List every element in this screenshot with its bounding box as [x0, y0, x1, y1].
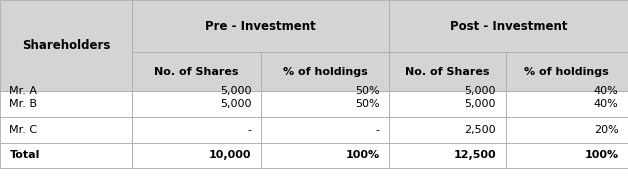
Text: 2,500: 2,500 [465, 125, 496, 135]
Bar [389, 0, 628, 52]
Text: Mr. B: Mr. B [9, 99, 38, 109]
Bar [389, 91, 506, 117]
Text: Total: Total [9, 150, 40, 160]
Bar [132, 0, 389, 52]
Text: 5,000: 5,000 [465, 99, 496, 109]
Bar [506, 52, 628, 91]
Bar [506, 117, 628, 143]
Bar [0, 91, 132, 117]
Text: -: - [376, 125, 380, 135]
Bar [132, 91, 261, 117]
Bar [389, 143, 506, 168]
Text: 100%: 100% [585, 150, 619, 160]
Bar [261, 52, 389, 91]
Text: No. of Shares: No. of Shares [154, 67, 239, 77]
Text: Mr. C: Mr. C [9, 125, 38, 135]
Bar [132, 143, 261, 168]
Text: Pre - Investment: Pre - Investment [205, 20, 316, 33]
Bar [389, 117, 506, 143]
Text: 50%: 50% [355, 86, 380, 96]
Text: % of holdings: % of holdings [524, 67, 609, 77]
Bar [506, 143, 628, 168]
Bar [132, 52, 261, 91]
Bar [261, 91, 389, 117]
Bar [0, 0, 132, 91]
Bar [0, 143, 132, 168]
Text: Mr. A: Mr. A [9, 86, 38, 96]
Text: Post - Investment: Post - Investment [450, 20, 568, 33]
Bar [389, 52, 506, 91]
Text: 5,000: 5,000 [220, 86, 251, 96]
Text: 100%: 100% [346, 150, 380, 160]
Text: 5,000: 5,000 [220, 99, 251, 109]
Bar [506, 91, 628, 117]
Text: % of holdings: % of holdings [283, 67, 367, 77]
Bar [261, 143, 389, 168]
Bar [0, 117, 132, 143]
Text: 5,000: 5,000 [465, 86, 496, 96]
Bar [132, 117, 261, 143]
Text: 40%: 40% [594, 86, 619, 96]
Text: 20%: 20% [594, 125, 619, 135]
Text: 50%: 50% [355, 99, 380, 109]
Bar [261, 117, 389, 143]
Text: -: - [247, 125, 251, 135]
Text: 12,500: 12,500 [453, 150, 496, 160]
Text: 10,000: 10,000 [208, 150, 251, 160]
Text: No. of Shares: No. of Shares [405, 67, 490, 77]
Text: Shareholders: Shareholders [22, 39, 110, 52]
Text: 40%: 40% [594, 99, 619, 109]
